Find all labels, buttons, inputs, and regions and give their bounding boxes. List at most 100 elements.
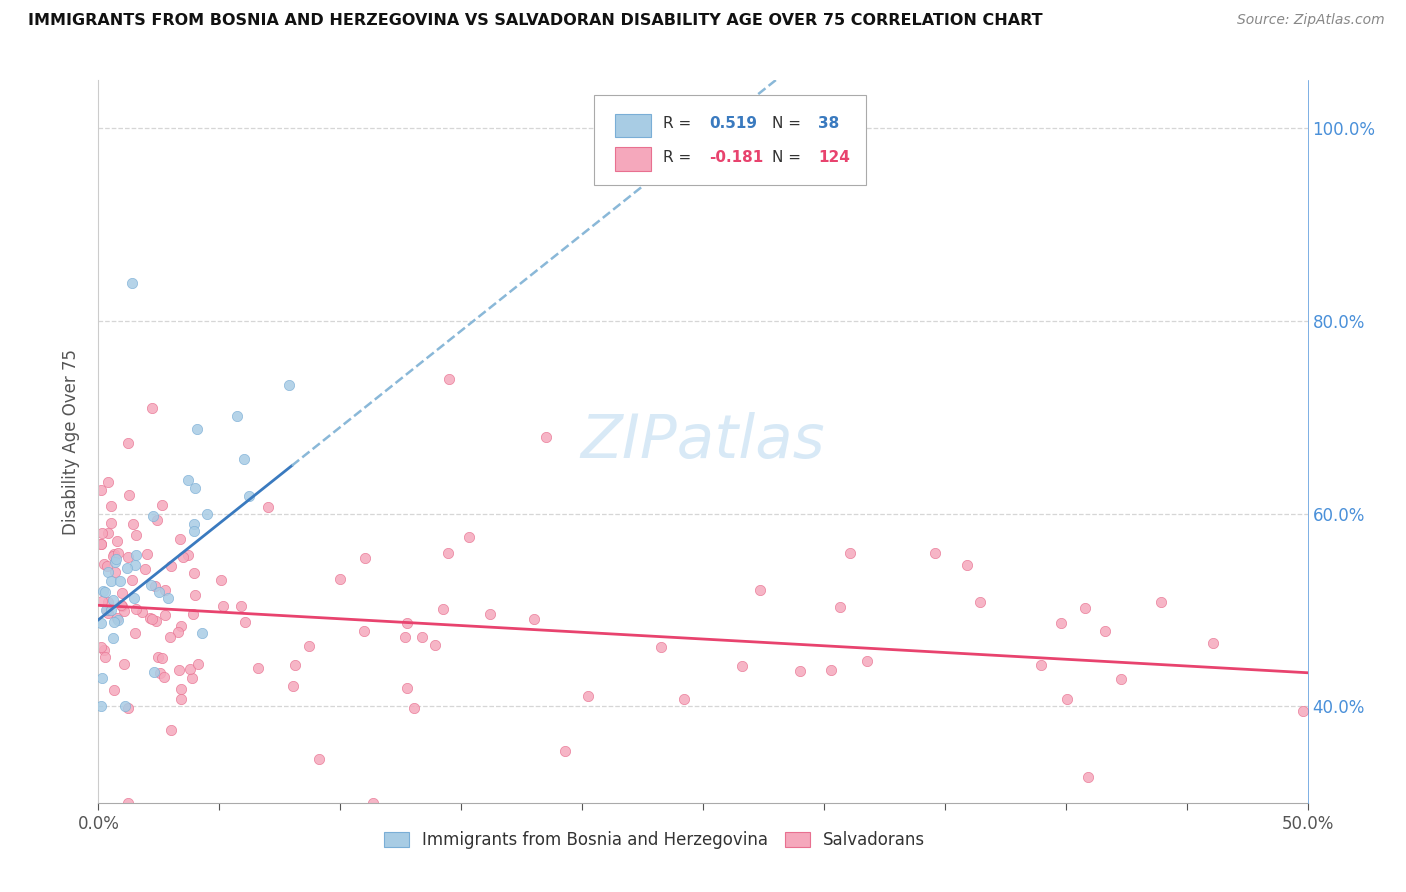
Point	[124, 558, 146, 573]
Point	[924, 546, 946, 560]
Text: R =: R =	[664, 151, 696, 165]
Point	[183, 517, 205, 532]
Point	[229, 599, 252, 613]
Point	[209, 573, 232, 587]
Point	[256, 500, 278, 514]
Point	[184, 481, 207, 495]
Point	[91, 583, 114, 598]
Point	[94, 650, 117, 665]
Point	[277, 378, 299, 392]
Point	[112, 657, 135, 672]
Point	[177, 548, 200, 562]
Point	[969, 594, 991, 608]
Point	[100, 516, 122, 530]
Point	[478, 607, 501, 621]
Point	[148, 650, 170, 665]
Point	[117, 550, 139, 565]
Point	[139, 611, 162, 625]
Point	[149, 665, 172, 680]
Point	[100, 603, 122, 617]
Point	[1094, 624, 1116, 639]
Bar	[614, 147, 651, 170]
Point	[111, 586, 134, 600]
Point	[159, 631, 181, 645]
Point	[247, 661, 270, 675]
Point	[1049, 616, 1071, 631]
Point	[820, 663, 842, 677]
Point	[1074, 601, 1097, 615]
Point	[169, 532, 191, 546]
Text: -0.181: -0.181	[709, 151, 763, 165]
Point	[96, 603, 118, 617]
Point	[308, 752, 330, 766]
Point	[361, 796, 384, 810]
Point	[181, 672, 204, 686]
Text: ZIPatlas: ZIPatlas	[581, 412, 825, 471]
Point	[1109, 673, 1132, 687]
Bar	[614, 113, 651, 136]
Point	[150, 498, 173, 512]
Point	[437, 545, 460, 559]
Point	[425, 639, 447, 653]
Point	[160, 558, 183, 573]
Text: N =: N =	[772, 151, 806, 165]
Point	[108, 574, 131, 589]
Point	[125, 528, 148, 542]
Point	[186, 422, 208, 436]
Point	[176, 473, 198, 487]
Point	[157, 591, 180, 605]
Point	[105, 552, 128, 566]
Point	[143, 665, 166, 679]
Text: IMMIGRANTS FROM BOSNIA AND HERZEGOVINA VS SALVADORAN DISABILITY AGE OVER 75 CORR: IMMIGRANTS FROM BOSNIA AND HERZEGOVINA V…	[28, 13, 1043, 29]
Point	[91, 593, 114, 607]
Point	[1056, 692, 1078, 706]
Point	[125, 602, 148, 616]
Point	[172, 550, 194, 565]
Point	[112, 604, 135, 618]
Point	[93, 643, 115, 657]
Point	[91, 526, 114, 541]
Point	[179, 662, 201, 676]
Point	[404, 700, 426, 714]
Point	[170, 619, 193, 633]
Point	[134, 562, 156, 576]
Point	[169, 663, 191, 677]
Point	[1292, 704, 1315, 718]
Point	[122, 591, 145, 605]
Point	[125, 549, 148, 563]
Point	[828, 600, 851, 615]
Point	[103, 683, 125, 698]
Point	[170, 692, 193, 706]
Point	[523, 612, 546, 626]
Point	[90, 671, 112, 685]
Point	[107, 613, 129, 627]
Point	[183, 524, 205, 538]
Point	[650, 640, 672, 654]
Point	[730, 658, 752, 673]
Point	[554, 744, 576, 758]
FancyBboxPatch shape	[595, 95, 866, 185]
Point	[100, 500, 122, 514]
Point	[94, 585, 117, 599]
Point	[281, 679, 304, 693]
Point	[100, 574, 122, 589]
Point	[97, 565, 120, 579]
Point	[110, 598, 132, 612]
Point	[94, 603, 117, 617]
Text: R =: R =	[664, 117, 696, 131]
Point	[90, 616, 112, 631]
Point	[395, 681, 418, 695]
Point	[90, 640, 112, 655]
Point	[190, 625, 212, 640]
Point	[576, 689, 599, 703]
Point	[141, 401, 163, 415]
Point	[395, 616, 418, 631]
Point	[117, 796, 139, 810]
Point	[195, 507, 218, 521]
Point	[181, 607, 204, 621]
Point	[142, 508, 165, 523]
Point	[101, 549, 124, 563]
Point	[160, 723, 183, 737]
Point	[111, 599, 134, 614]
Point	[183, 566, 205, 581]
